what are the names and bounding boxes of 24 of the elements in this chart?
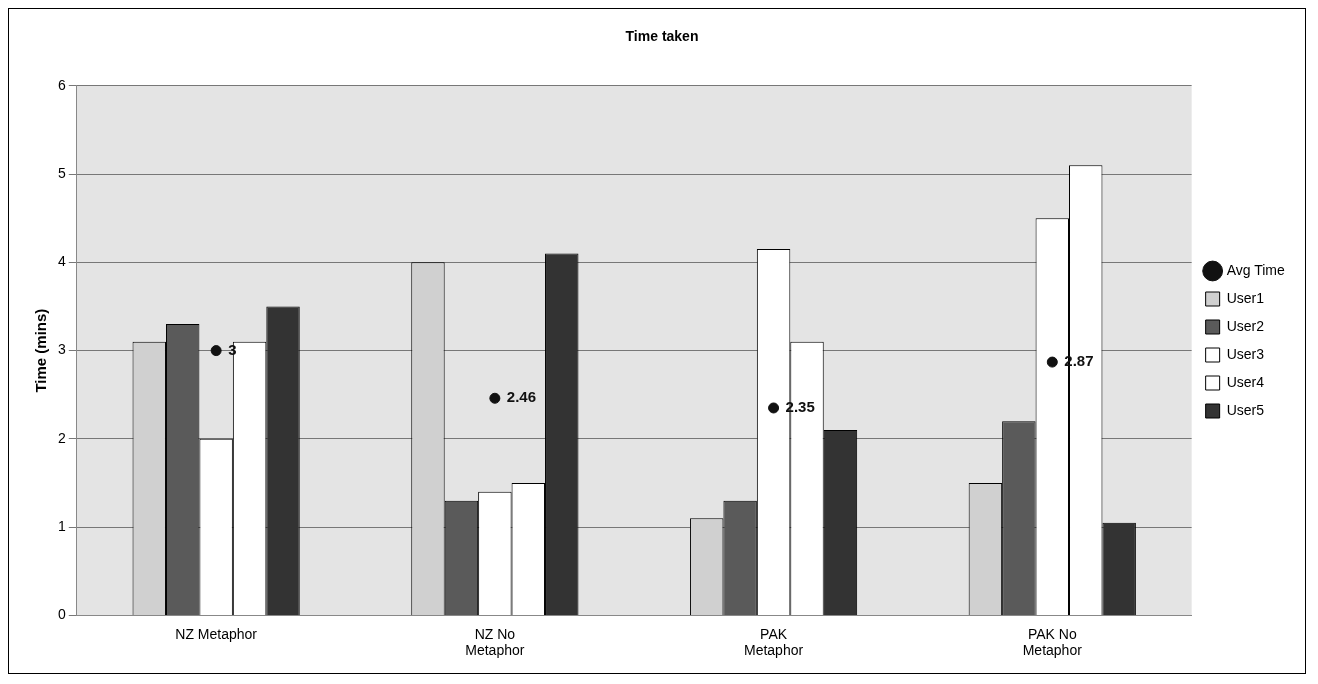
x-tick-label: PAK No Metaphor (1022, 625, 1083, 659)
y-tick-label: 4 (57, 253, 66, 270)
point (489, 392, 501, 404)
data-label: 2.46 (506, 388, 537, 406)
point (210, 345, 222, 357)
legend-label: User4 (1226, 373, 1265, 390)
y-tick-label: 3 (57, 341, 66, 358)
x-tick-label: NZ No Metaphor (465, 625, 525, 659)
y-tick-label: 5 (57, 164, 66, 181)
legend-label: User3 (1226, 345, 1265, 362)
x-tick-label: NZ Metaphor (175, 625, 258, 642)
y-tick-label: 6 (57, 76, 66, 93)
point (1046, 356, 1058, 368)
x-tick-label: PAK Metaphor (744, 625, 804, 659)
legend-label: User2 (1226, 317, 1265, 334)
y-tick-label: 0 (57, 606, 66, 623)
legend-label: User1 (1226, 289, 1265, 306)
legend-label: Avg Time (1226, 261, 1285, 278)
y-tick-label: 1 (57, 517, 66, 534)
point (768, 402, 780, 414)
y-axis-title: Time (mins) (32, 308, 50, 393)
legend-label: User5 (1226, 401, 1265, 418)
y-tick-label: 2 (57, 429, 66, 446)
chart-title: Time taken (625, 28, 699, 45)
